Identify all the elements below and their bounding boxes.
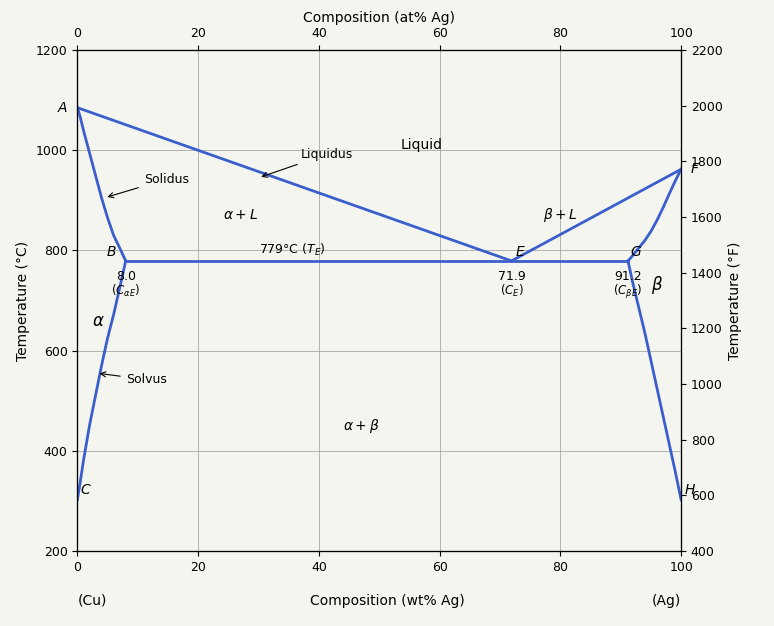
Text: 71.9: 71.9 bbox=[498, 270, 526, 284]
Text: 779°C ($T_E$): 779°C ($T_E$) bbox=[259, 242, 325, 259]
Text: $C$: $C$ bbox=[80, 483, 92, 497]
Text: $\alpha$: $\alpha$ bbox=[92, 312, 105, 329]
Text: $\beta$: $\beta$ bbox=[651, 274, 663, 297]
Text: $(C_{\beta E})$: $(C_{\beta E})$ bbox=[614, 283, 642, 301]
Y-axis label: Temperature (°C): Temperature (°C) bbox=[16, 240, 30, 361]
Text: $\alpha + \beta$: $\alpha + \beta$ bbox=[343, 417, 379, 434]
X-axis label: Composition (at% Ag): Composition (at% Ag) bbox=[303, 11, 455, 25]
Text: Solvus: Solvus bbox=[101, 372, 166, 386]
Text: $\beta + L$: $\beta + L$ bbox=[543, 207, 577, 224]
Text: $F$: $F$ bbox=[690, 162, 700, 177]
Text: (Ag): (Ag) bbox=[652, 594, 681, 608]
Text: Solidus: Solidus bbox=[108, 173, 189, 198]
Text: $\alpha + L$: $\alpha + L$ bbox=[223, 208, 258, 222]
Text: $B$: $B$ bbox=[106, 245, 117, 259]
Text: Liquid: Liquid bbox=[400, 138, 443, 152]
Text: $(C_E)$: $(C_E)$ bbox=[499, 283, 523, 299]
Y-axis label: Temperature (°F): Temperature (°F) bbox=[728, 241, 742, 360]
Text: 91.2: 91.2 bbox=[615, 270, 642, 284]
Text: $H$: $H$ bbox=[684, 483, 696, 497]
Text: (Cu): (Cu) bbox=[77, 594, 107, 608]
Text: $E$: $E$ bbox=[515, 245, 526, 259]
Text: Composition (wt% Ag): Composition (wt% Ag) bbox=[310, 594, 464, 608]
Text: $(C_{\alpha E})$: $(C_{\alpha E})$ bbox=[111, 283, 140, 299]
Text: 8.0: 8.0 bbox=[115, 270, 135, 284]
Text: $G$: $G$ bbox=[630, 245, 642, 259]
Text: $A$: $A$ bbox=[57, 101, 68, 115]
Text: Liquidus: Liquidus bbox=[262, 148, 353, 177]
